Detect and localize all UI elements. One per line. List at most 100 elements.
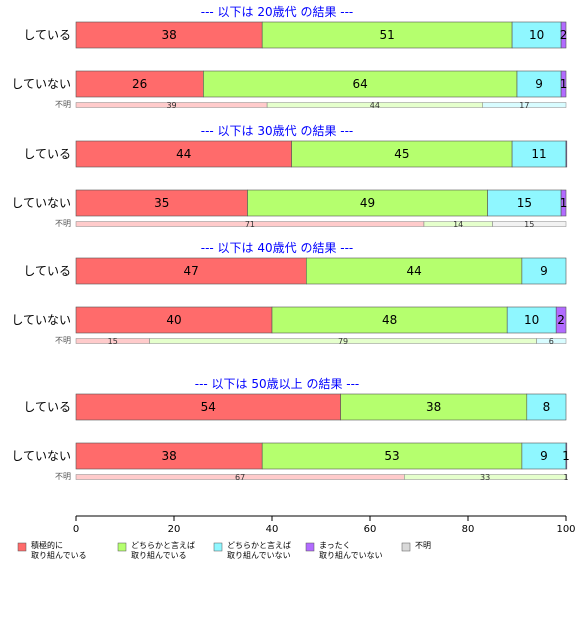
bar-segment: [511, 21, 562, 49]
bar-segment: [526, 393, 567, 421]
missing-data-label: 1: [563, 473, 568, 482]
data-label: 48: [382, 313, 397, 327]
legend-swatch: [401, 542, 411, 552]
bar-segment: [75, 442, 263, 470]
legend-label-line: 取り組んでいる: [31, 550, 87, 560]
missing-row-label: 不明: [55, 219, 71, 228]
legend-label: 不明: [415, 541, 431, 550]
legend-label-line: どちらかと言えば: [131, 540, 195, 550]
legend-label-line: 積極的に: [31, 540, 63, 550]
missing-data-label: 6: [549, 337, 554, 346]
bar-segment: [487, 189, 562, 217]
data-label: 49: [360, 196, 375, 210]
bar-segment: [511, 140, 567, 168]
data-label: 15: [517, 196, 532, 210]
bar-segment: [261, 21, 513, 49]
bar-segment: [560, 189, 567, 217]
x-tick-label: 0: [73, 524, 79, 535]
x-tick-label: 80: [462, 524, 475, 535]
legend-label: 積極的に取り組んでいる: [31, 540, 87, 560]
x-tick-label: 60: [364, 524, 377, 535]
data-label: 11: [531, 147, 546, 161]
x-tick-label: 20: [168, 524, 181, 535]
panel-title: --- 以下は 30歳代 の結果 ---: [201, 124, 354, 138]
bar-segment: [75, 306, 273, 334]
legend-label-line: どちらかと言えば: [227, 540, 291, 550]
data-label: 1: [560, 77, 568, 91]
missing-data-label: 71: [245, 220, 255, 229]
bar-segment: [521, 257, 567, 285]
missing-bar-segment: [565, 474, 568, 480]
bar-segment: [565, 442, 568, 470]
data-label: 9: [535, 77, 543, 91]
data-label: 26: [132, 77, 147, 91]
missing-data-label: 14: [453, 220, 463, 229]
legend-label-line: 不明: [415, 541, 431, 550]
bar-segment: [75, 393, 341, 421]
data-label: 1: [560, 196, 568, 210]
data-label: 54: [201, 400, 216, 414]
data-label: 38: [161, 28, 176, 42]
bar-segment: [506, 306, 557, 334]
legend-swatch: [117, 542, 127, 552]
data-label: 2: [560, 28, 568, 42]
data-label: 51: [380, 28, 395, 42]
missing-data-label: 33: [480, 473, 490, 482]
data-label: 10: [529, 28, 544, 42]
missing-data-label: 15: [108, 337, 118, 346]
bar-segment: [305, 257, 523, 285]
data-label: 2: [557, 313, 565, 327]
bar-segment: [75, 189, 248, 217]
missing-bar-segment: [492, 221, 567, 227]
data-label: 1: [562, 449, 570, 463]
legend-label: どちらかと言えば取り組んでいない: [227, 540, 291, 560]
data-label: 38: [426, 400, 441, 414]
missing-data-label: 44: [370, 101, 380, 110]
bar-segment: [271, 306, 508, 334]
data-label: 9: [540, 264, 548, 278]
x-tick-label: 100: [556, 524, 575, 535]
row-label: している: [23, 264, 71, 278]
data-label: 40: [166, 313, 181, 327]
missing-row-label: 不明: [55, 336, 71, 345]
bar-segment: [75, 140, 292, 168]
data-label: 8: [543, 400, 551, 414]
bar-segment: [203, 70, 518, 98]
row-label: している: [23, 147, 71, 161]
panel-title: --- 以下は 50歳以上 の結果 ---: [195, 377, 360, 391]
bar-segment: [560, 70, 567, 98]
panel-title: --- 以下は 20歳代 の結果 ---: [201, 5, 354, 19]
bar-segment: [560, 21, 567, 49]
data-label: 45: [394, 147, 409, 161]
missing-bar-segment: [536, 338, 567, 344]
row-label: している: [23, 400, 71, 414]
legend-label-line: 取り組んでいない: [227, 550, 291, 560]
row-label: していない: [11, 313, 71, 327]
legend-label-line: 取り組んでいる: [131, 550, 187, 560]
row-label: していない: [11, 196, 71, 210]
legend-swatch: [305, 542, 315, 552]
bar-segment: [247, 189, 488, 217]
data-label: 35: [154, 196, 169, 210]
missing-bar-segment: [482, 102, 567, 108]
bar-segment: [555, 306, 567, 334]
legend-swatch: [213, 542, 223, 552]
data-label: 47: [184, 264, 199, 278]
bar-segment: [261, 442, 523, 470]
data-label: 38: [161, 449, 176, 463]
legend-label: まったく取り組んでいない: [319, 541, 383, 560]
x-tick-label: 40: [266, 524, 279, 535]
missing-row-label: 不明: [55, 100, 71, 109]
missing-data-label: 17: [519, 101, 529, 110]
data-label: 9: [540, 449, 548, 463]
missing-data-label: 67: [235, 473, 245, 482]
bar-segment: [565, 140, 568, 168]
data-label: 64: [353, 77, 368, 91]
missing-data-label: 39: [166, 101, 176, 110]
data-label: 53: [384, 449, 399, 463]
row-label: していない: [11, 449, 71, 463]
legend-swatch: [17, 542, 27, 552]
panel-title: --- 以下は 40歳代 の結果 ---: [201, 241, 354, 255]
bar-segment: [75, 257, 307, 285]
